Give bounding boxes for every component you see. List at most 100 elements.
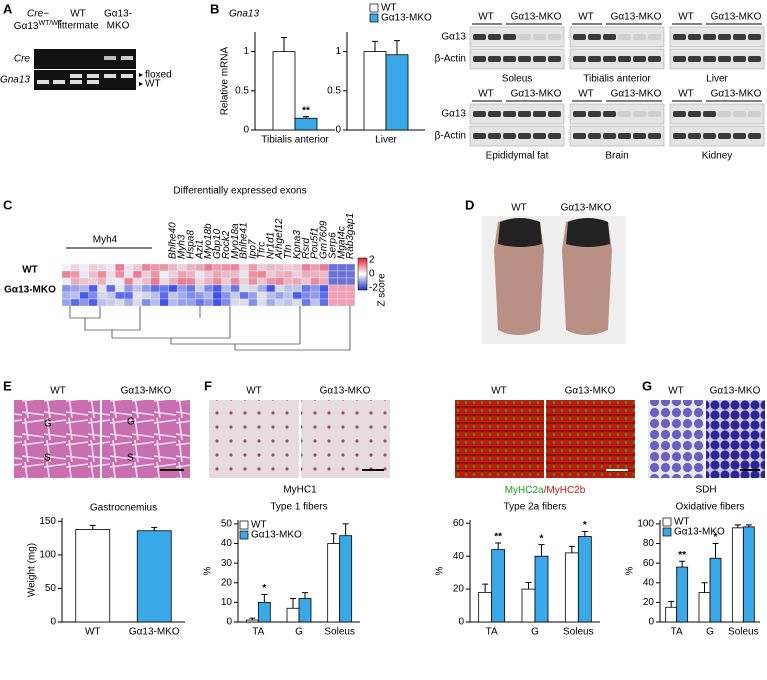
heatmap-cell [337, 284, 347, 293]
blot-band [748, 111, 761, 117]
blot-band [473, 56, 486, 62]
heatmap-cell [195, 277, 205, 286]
bar [75, 529, 111, 623]
heatmap-cell [124, 298, 134, 307]
error-bar [151, 526, 158, 531]
heatmap-cell [212, 284, 222, 293]
lane-label: WT [70, 9, 86, 20]
blot-band [503, 56, 516, 62]
heatmap-cell [239, 263, 249, 272]
y-tick-label: 0 [335, 125, 341, 136]
blot-band [648, 133, 661, 139]
heatmap-cell [61, 284, 72, 293]
heatmap-cell [319, 298, 329, 307]
heatmap-cell [97, 277, 107, 286]
heatmap-cell [301, 298, 311, 307]
gel-image [34, 49, 136, 69]
heatmap-cell [150, 291, 160, 300]
heatmap-cell [248, 284, 258, 293]
error-bar [701, 582, 708, 593]
y-tick-label: 0 [648, 617, 654, 628]
gel-bands [37, 74, 133, 84]
blot-band [748, 34, 761, 40]
mouse-label: WT [511, 203, 527, 214]
micrograph [14, 400, 100, 478]
blot-row-label: Gα13 [441, 109, 466, 120]
tissue-label: Tibialis anterior [583, 74, 651, 85]
gene-label: Hspa8 [185, 230, 196, 259]
heatmap-cell [150, 284, 160, 293]
bar [363, 51, 387, 131]
y-tick-label: 0.5 [327, 85, 341, 96]
blot-image [669, 125, 765, 147]
blot-image [469, 26, 565, 48]
heatmap-cell [97, 270, 107, 279]
bar [339, 535, 353, 623]
heatmap-cell [283, 270, 293, 279]
x-tick-label: G [531, 627, 539, 638]
blot-image [469, 48, 565, 70]
blot-band [648, 56, 661, 62]
heatmap-cell [310, 277, 320, 286]
heatmap-cell [79, 270, 89, 279]
band-label: WT [145, 79, 161, 90]
blot-band [503, 133, 516, 139]
heatmap-cell [168, 263, 178, 272]
heatmap-cell [168, 291, 178, 300]
panel-label: G [642, 378, 652, 393]
gene-label: Rock2 [221, 230, 232, 259]
region-label: S [127, 453, 134, 464]
blot-band [703, 56, 716, 62]
heatmap-cell [106, 263, 116, 272]
region-label: G [127, 417, 135, 428]
legend-label: WT [381, 3, 397, 14]
heatmap-cell [239, 270, 249, 279]
blot-band [548, 34, 561, 40]
heatmap-cell [70, 291, 80, 300]
gene-label: Myo18b [203, 223, 214, 259]
y-tick-label: 40 [221, 538, 233, 549]
gene-label: Rab3gap1 [345, 213, 356, 259]
legend-swatch [369, 13, 379, 23]
heatmap-cell [70, 263, 80, 272]
bar [731, 527, 744, 623]
heatmap-cell [106, 291, 116, 300]
error-bar [734, 524, 741, 528]
legend-label: Gα13-MKO [674, 527, 725, 538]
heatmap-cell [230, 270, 240, 279]
blot-band [688, 34, 701, 40]
heatmap-cell [319, 277, 329, 286]
gene-label: Gm7609 [319, 220, 330, 259]
blot-band [633, 111, 646, 117]
heatmap-cell [274, 277, 285, 286]
column-label: WT [668, 386, 684, 397]
heatmap-cell [186, 277, 196, 286]
heatmap-cell [292, 298, 302, 307]
y-tick-label: 50 [45, 583, 57, 594]
column-label: WT [50, 386, 66, 397]
blot-band [673, 34, 686, 40]
error-bar [581, 531, 588, 537]
legend-label: WT [251, 520, 267, 531]
heatmap-cell [221, 263, 231, 272]
heatmap-cell [88, 270, 98, 279]
gene-label: Rsrd [301, 237, 312, 259]
y-tick-label: 0 [226, 617, 232, 628]
heatmap-cell [115, 263, 125, 272]
heatmap-cell [319, 263, 329, 272]
bar [478, 591, 493, 623]
heatmap-cell [274, 298, 285, 307]
heatmap-cell [266, 298, 276, 307]
gene-label: Gbp10 [212, 229, 223, 259]
heatmap-cell [97, 284, 107, 293]
heatmap-cell [319, 284, 329, 293]
tissue-label: Epididymal fat [486, 151, 549, 162]
heatmap-cell [266, 284, 276, 293]
band-arrow [139, 73, 143, 86]
gene-label: Tfrc [256, 242, 267, 259]
heatmap-cell [150, 270, 160, 279]
bar [709, 557, 722, 623]
group-label: Gα13-MKO [711, 89, 762, 100]
tissue-label: Soleus [502, 74, 533, 85]
blot-band [688, 111, 701, 117]
